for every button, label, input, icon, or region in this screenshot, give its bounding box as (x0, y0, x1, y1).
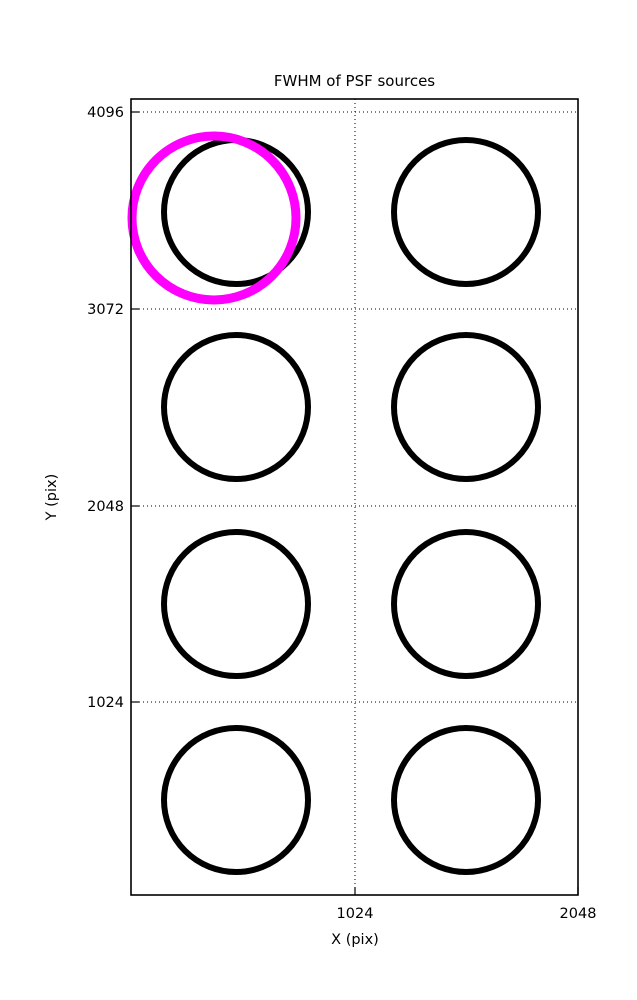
psf-source-marker (391, 725, 541, 875)
y-tick-label-2048: 2048 (87, 499, 124, 515)
chart-title: FWHM of PSF sources (273, 72, 436, 90)
psf-source-marker (391, 332, 541, 482)
highlighted-source-marker (127, 131, 301, 305)
gridlines (131, 99, 578, 895)
psf-source-marker (161, 529, 311, 679)
psf-source-marker (391, 137, 541, 287)
x-tick-label-1024: 1024 (337, 906, 374, 922)
y-axis-ticks (131, 111, 139, 703)
y-tick-label-4096: 4096 (87, 105, 124, 121)
series-psf-sources (161, 137, 541, 875)
y-tick-label-3072: 3072 (87, 302, 124, 318)
x-tick-label-2048: 2048 (560, 906, 597, 922)
psf-source-marker (161, 725, 311, 875)
x-axis-label: X (pix) (331, 932, 379, 948)
series-highlighted-source (127, 131, 301, 305)
y-tick-label-1024: 1024 (87, 695, 124, 711)
x-axis-ticks (354, 887, 579, 895)
psf-source-marker (161, 332, 311, 482)
psf-source-marker (391, 529, 541, 679)
y-axis-label: Y (pix) (44, 474, 60, 522)
